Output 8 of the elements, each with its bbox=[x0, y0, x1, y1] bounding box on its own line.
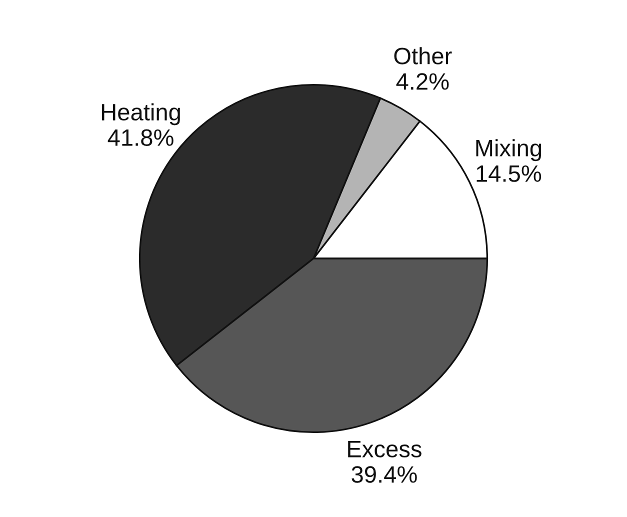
slice-label: Excess bbox=[348, 440, 422, 458]
slice-label: Other bbox=[394, 47, 452, 64]
data-label: 41.8% bbox=[108, 129, 174, 146]
slice-label: Mixing bbox=[476, 139, 542, 162]
slice-label: Heating bbox=[102, 103, 180, 126]
data-label: 14.5% bbox=[476, 165, 542, 182]
data-label: 4.2% bbox=[396, 73, 449, 90]
data-label: 39.4% bbox=[352, 466, 417, 483]
